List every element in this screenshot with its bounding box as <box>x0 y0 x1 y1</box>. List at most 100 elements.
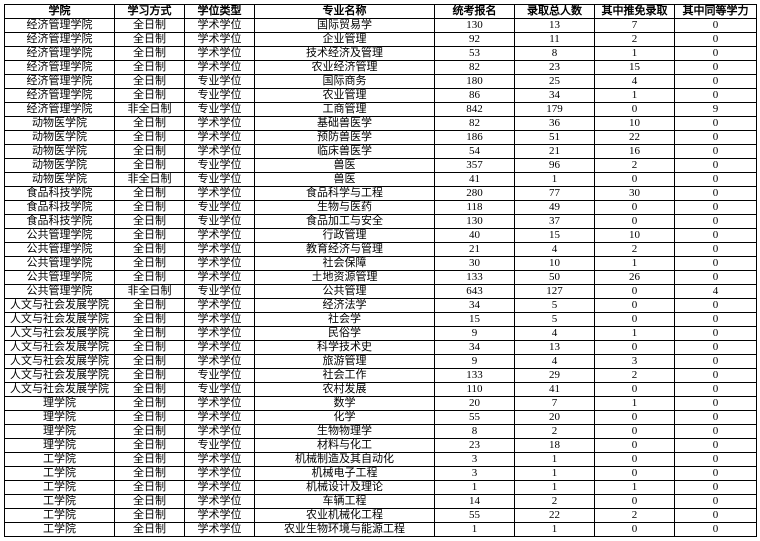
table-cell: 理学院 <box>5 439 115 453</box>
table-cell: 0 <box>675 467 757 481</box>
table-cell: 133 <box>435 369 515 383</box>
table-cell: 36 <box>515 117 595 131</box>
table-cell: 专业学位 <box>185 285 255 299</box>
table-cell: 学术学位 <box>185 145 255 159</box>
table-cell: 动物医学院 <box>5 145 115 159</box>
table-cell: 0 <box>675 145 757 159</box>
table-cell: 基础兽医学 <box>255 117 435 131</box>
table-body: 经济管理学院全日制学术学位国际贸易学1301370经济管理学院全日制学术学位企业… <box>5 19 757 537</box>
table-cell: 23 <box>435 439 515 453</box>
table-cell: 1 <box>595 47 675 61</box>
table-cell: 13 <box>515 341 595 355</box>
table-cell: 行政管理 <box>255 229 435 243</box>
table-cell: 全日制 <box>115 201 185 215</box>
table-cell: 3 <box>595 355 675 369</box>
table-cell: 全日制 <box>115 145 185 159</box>
table-cell: 0 <box>675 453 757 467</box>
table-cell: 15 <box>435 313 515 327</box>
table-cell: 人文与社会发展学院 <box>5 383 115 397</box>
table-cell: 0 <box>675 369 757 383</box>
table-row: 人文与社会发展学院全日制专业学位农村发展1104100 <box>5 383 757 397</box>
table-cell: 学术学位 <box>185 355 255 369</box>
table-cell: 企业管理 <box>255 33 435 47</box>
table-cell: 0 <box>595 201 675 215</box>
table-cell: 食品加工与安全 <box>255 215 435 229</box>
table-cell: 0 <box>595 453 675 467</box>
table-cell: 9 <box>435 355 515 369</box>
table-cell: 专业学位 <box>185 201 255 215</box>
table-cell: 全日制 <box>115 383 185 397</box>
table-cell: 92 <box>435 33 515 47</box>
table-cell: 13 <box>515 19 595 33</box>
table-cell: 学术学位 <box>185 509 255 523</box>
table-row: 理学院全日制学术学位化学552000 <box>5 411 757 425</box>
table-row: 工学院全日制学术学位农业生物环境与能源工程1100 <box>5 523 757 537</box>
table-row: 公共管理学院全日制学术学位土地资源管理13350260 <box>5 271 757 285</box>
table-row: 理学院全日制学术学位数学20710 <box>5 397 757 411</box>
table-cell: 农业机械化工程 <box>255 509 435 523</box>
table-cell: 数学 <box>255 397 435 411</box>
table-cell: 21 <box>435 243 515 257</box>
table-row: 经济管理学院非全日制专业学位工商管理84217909 <box>5 103 757 117</box>
table-cell: 4 <box>515 327 595 341</box>
table-row: 工学院全日制学术学位机械制造及其自动化3100 <box>5 453 757 467</box>
table-cell: 0 <box>675 257 757 271</box>
table-cell: 人文与社会发展学院 <box>5 369 115 383</box>
table-cell: 学术学位 <box>185 61 255 75</box>
table-cell: 34 <box>435 299 515 313</box>
table-header-row: 学院 学习方式 学位类型 专业名称 统考报名 录取总人数 其中推免录取 其中同等… <box>5 5 757 19</box>
table-cell: 专业学位 <box>185 215 255 229</box>
table-cell: 96 <box>515 159 595 173</box>
table-cell: 2 <box>595 159 675 173</box>
table-cell: 经济管理学院 <box>5 19 115 33</box>
table-cell: 8 <box>435 425 515 439</box>
table-cell: 经济管理学院 <box>5 47 115 61</box>
table-cell: 全日制 <box>115 313 185 327</box>
table-cell: 社会学 <box>255 313 435 327</box>
table-cell: 全日制 <box>115 481 185 495</box>
admissions-table: 学院 学习方式 学位类型 专业名称 统考报名 录取总人数 其中推免录取 其中同等… <box>4 4 757 537</box>
table-cell: 工学院 <box>5 509 115 523</box>
table-row: 工学院全日制学术学位车辆工程14200 <box>5 495 757 509</box>
table-cell: 4 <box>515 355 595 369</box>
table-cell: 14 <box>435 495 515 509</box>
table-cell: 学术学位 <box>185 257 255 271</box>
table-cell: 专业学位 <box>185 89 255 103</box>
table-cell: 食品科技学院 <box>5 187 115 201</box>
table-cell: 2 <box>595 33 675 47</box>
table-cell: 全日制 <box>115 159 185 173</box>
table-cell: 0 <box>595 425 675 439</box>
table-cell: 20 <box>515 411 595 425</box>
table-cell: 1 <box>515 173 595 187</box>
table-cell: 8 <box>515 47 595 61</box>
table-cell: 0 <box>675 313 757 327</box>
table-cell: 29 <box>515 369 595 383</box>
table-cell: 农业管理 <box>255 89 435 103</box>
table-cell: 工学院 <box>5 495 115 509</box>
table-cell: 30 <box>595 187 675 201</box>
col-header: 专业名称 <box>255 5 435 19</box>
table-cell: 公共管理学院 <box>5 243 115 257</box>
table-row: 食品科技学院全日制学术学位食品科学与工程28077300 <box>5 187 757 201</box>
table-cell: 51 <box>515 131 595 145</box>
table-cell: 全日制 <box>115 509 185 523</box>
table-cell: 0 <box>675 397 757 411</box>
table-cell: 人文与社会发展学院 <box>5 299 115 313</box>
table-cell: 110 <box>435 383 515 397</box>
table-cell: 0 <box>675 229 757 243</box>
table-cell: 化学 <box>255 411 435 425</box>
table-cell: 0 <box>675 495 757 509</box>
table-row: 公共管理学院全日制学术学位社会保障301010 <box>5 257 757 271</box>
table-cell: 全日制 <box>115 299 185 313</box>
table-cell: 0 <box>595 495 675 509</box>
table-cell: 食品科技学院 <box>5 215 115 229</box>
table-cell: 农业经济管理 <box>255 61 435 75</box>
table-cell: 学术学位 <box>185 187 255 201</box>
table-cell: 1 <box>595 257 675 271</box>
table-cell: 1 <box>595 481 675 495</box>
table-cell: 非全日制 <box>115 173 185 187</box>
table-cell: 34 <box>515 89 595 103</box>
table-cell: 专业学位 <box>185 439 255 453</box>
table-cell: 公共管理 <box>255 285 435 299</box>
table-cell: 人文与社会发展学院 <box>5 341 115 355</box>
